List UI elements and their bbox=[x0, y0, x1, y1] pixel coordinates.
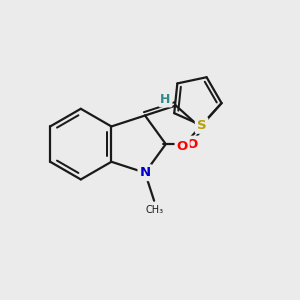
Text: O: O bbox=[187, 138, 198, 151]
Text: S: S bbox=[197, 119, 206, 132]
Text: CH₃: CH₃ bbox=[145, 205, 163, 215]
Text: H: H bbox=[160, 92, 171, 106]
Text: O: O bbox=[176, 140, 188, 153]
Text: N: N bbox=[140, 166, 151, 179]
